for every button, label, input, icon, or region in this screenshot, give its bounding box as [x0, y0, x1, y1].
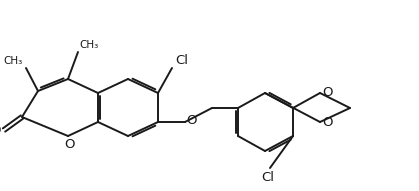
Text: O: O	[64, 138, 74, 151]
Text: CH₃: CH₃	[79, 40, 98, 50]
Text: O: O	[322, 117, 333, 129]
Text: CH₃: CH₃	[4, 56, 23, 66]
Text: Cl: Cl	[261, 171, 274, 184]
Text: O: O	[0, 124, 1, 137]
Text: Cl: Cl	[175, 54, 188, 67]
Text: O: O	[322, 86, 333, 99]
Text: O: O	[186, 114, 197, 128]
